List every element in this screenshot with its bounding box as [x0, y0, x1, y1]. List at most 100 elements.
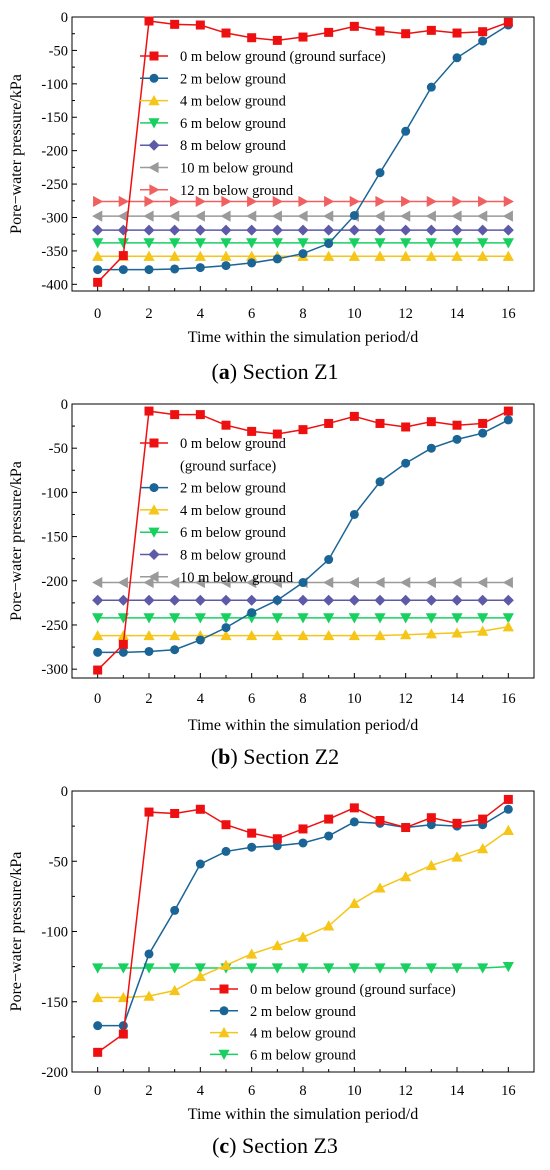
data-point: [298, 249, 308, 259]
legend: 0 m below ground (ground surface) 2 m bel…: [210, 982, 456, 1063]
data-point: [451, 224, 463, 236]
data-point: [247, 608, 257, 618]
data-point: [194, 963, 206, 974]
data-point: [323, 594, 335, 606]
data-point: [144, 807, 154, 817]
legend-label: 12 m below ground: [180, 183, 294, 199]
data-point: [349, 195, 360, 208]
data-point: [503, 804, 513, 814]
data-point: [93, 1021, 103, 1031]
data-point: [246, 250, 258, 261]
legend-marker: [149, 438, 159, 448]
legend-label: 0 m below ground (ground surface): [180, 49, 386, 65]
data-point: [425, 859, 437, 871]
data-point: [425, 594, 437, 606]
data-point: [93, 265, 103, 275]
data-point: [401, 126, 411, 136]
data-point: [503, 195, 514, 208]
data-point: [298, 425, 308, 435]
series-depth4: [92, 621, 514, 641]
data-point: [348, 224, 360, 236]
data-point: [144, 265, 154, 275]
data-point: [247, 195, 258, 208]
data-point: [375, 26, 385, 36]
caption-letter: a: [219, 359, 230, 384]
data-point: [169, 250, 181, 261]
data-point: [117, 576, 128, 589]
data-point: [477, 594, 489, 606]
data-point: [170, 19, 180, 29]
y-tick-label: -50: [49, 43, 68, 59]
x-tick-label: 16: [501, 1083, 516, 1099]
legend-label: 4 m below ground: [180, 94, 287, 110]
data-point: [247, 33, 257, 43]
data-point: [400, 250, 412, 261]
data-point: [143, 210, 154, 222]
data-point: [502, 576, 513, 589]
data-point: [247, 842, 257, 852]
caption: (a) Section Z1: [211, 359, 338, 384]
data-point: [349, 411, 359, 421]
data-point: [92, 594, 104, 606]
legend-marker: [148, 118, 160, 129]
data-point: [425, 576, 436, 589]
x-tick-label: 16: [501, 691, 516, 707]
data-point: [375, 195, 386, 208]
data-point: [400, 238, 412, 249]
data-point: [170, 195, 181, 208]
data-point: [451, 238, 463, 249]
caption-paren: ): [230, 359, 237, 384]
legend-marker: [149, 483, 159, 493]
data-point: [452, 434, 462, 444]
data-point: [478, 418, 488, 428]
data-point: [144, 16, 154, 26]
data-point: [271, 939, 283, 951]
data-point: [297, 210, 308, 222]
data-point: [401, 422, 411, 432]
legend: 0 m below ground (ground surface) 2 m belo…: [140, 436, 294, 586]
x-tick-label: 16: [501, 306, 516, 322]
data-point: [502, 621, 514, 632]
data-point: [401, 29, 411, 39]
caption-paren: (: [211, 359, 218, 384]
legend-label: 10 m below ground: [180, 161, 294, 177]
x-axis-label: Time within the simulation period/d: [188, 717, 419, 734]
data-point: [374, 613, 386, 624]
data-point: [92, 250, 104, 261]
data-point: [297, 594, 309, 606]
data-point: [246, 576, 257, 589]
data-point: [170, 410, 180, 420]
data-point: [349, 210, 359, 220]
data-point: [298, 195, 309, 208]
data-point: [400, 224, 412, 236]
data-point: [375, 477, 385, 487]
legend-marker: [149, 51, 159, 61]
data-point: [349, 21, 359, 31]
data-point: [220, 210, 231, 222]
data-point: [144, 406, 154, 416]
data-point: [348, 629, 360, 641]
y-tick-label: -100: [41, 485, 68, 501]
data-point: [194, 576, 205, 589]
data-point: [272, 841, 282, 851]
y-tick-label: -200: [41, 574, 68, 590]
data-point: [195, 804, 205, 814]
legend-marker: [148, 527, 160, 538]
data-point: [426, 82, 436, 92]
x-tick-label: 8: [299, 691, 306, 707]
data-point: [400, 613, 412, 624]
data-point: [425, 613, 437, 624]
data-point: [220, 250, 232, 261]
data-point: [117, 594, 129, 606]
data-point: [272, 834, 282, 844]
data-point: [92, 210, 103, 222]
data-point: [195, 195, 206, 208]
data-point: [246, 948, 258, 959]
legend-marker: [218, 1049, 230, 1060]
data-point: [426, 820, 436, 830]
data-point: [194, 594, 206, 606]
data-point: [169, 576, 180, 589]
data-point: [143, 613, 155, 624]
data-point: [246, 224, 258, 236]
